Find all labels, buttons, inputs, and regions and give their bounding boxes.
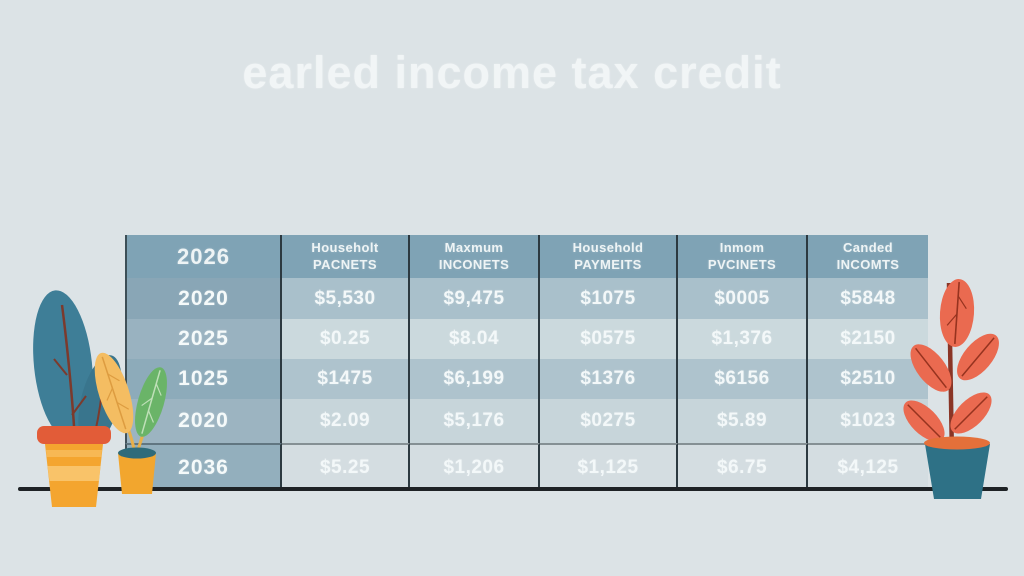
table-cell: $2510: [808, 359, 928, 399]
table-cell: $1,125: [540, 443, 678, 490]
tax-credit-table: 2026 Householt PACNETS Maxmum INCONETS H…: [125, 235, 928, 490]
table-cell: $6156: [678, 359, 808, 399]
right-plant: [903, 279, 999, 499]
table-cell: $1475: [282, 359, 410, 399]
table-cell: $1,376: [678, 319, 808, 359]
table-cell: $2.09: [282, 399, 410, 443]
header-cell: Householt PACNETS: [282, 235, 410, 278]
table-cell: $5.25: [282, 443, 410, 490]
large-pot-rim: [37, 426, 111, 444]
table-cell: $2150: [808, 319, 928, 359]
table-cell: $9,475: [410, 278, 540, 319]
header-cell: Household PAYMEITS: [540, 235, 678, 278]
table-cell: $5.89: [678, 399, 808, 443]
year-cell: 2020: [125, 278, 282, 319]
table-cell: $1376: [540, 359, 678, 399]
header-cell: Canded INCOMTS: [808, 235, 928, 278]
table-cell: $0275: [540, 399, 678, 443]
table-cell: $0005: [678, 278, 808, 319]
table-cell: $0.25: [282, 319, 410, 359]
left-plants-illustration: [33, 290, 167, 507]
ground-line: [18, 487, 1008, 491]
table-cell: $0575: [540, 319, 678, 359]
table-cell: $6.75: [678, 443, 808, 490]
right-pot: [925, 444, 990, 499]
header-cell-year: 2026: [125, 235, 282, 278]
table-cell: $6,199: [410, 359, 540, 399]
small-pot: [118, 453, 156, 494]
right-pot-opening: [924, 436, 990, 450]
table-cell: $1075: [540, 278, 678, 319]
left-small-plant: [94, 352, 167, 494]
right-plant-illustration: [903, 279, 999, 499]
header-cell: Maxmum INCONETS: [410, 235, 540, 278]
table-cell: $1,206: [410, 443, 540, 490]
table-cell: $5848: [808, 278, 928, 319]
year-cell: 2025: [125, 319, 282, 359]
table-cell: $5,530: [282, 278, 410, 319]
page-title: earled income tax credit: [242, 47, 782, 98]
header-cell: Inmom PVCINETS: [678, 235, 808, 278]
table-cell: $5,176: [410, 399, 540, 443]
small-pot-opening: [118, 447, 156, 459]
table-cell: $4,125: [808, 443, 928, 490]
table-cell: $8.04: [410, 319, 540, 359]
